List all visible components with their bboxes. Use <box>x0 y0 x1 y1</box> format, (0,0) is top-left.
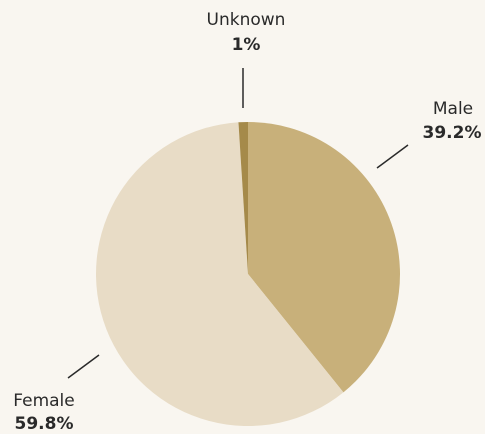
leader-line <box>376 144 409 169</box>
pie-slice <box>248 122 400 393</box>
pie-slice <box>238 122 248 274</box>
slice-label: Unknown <box>207 10 286 30</box>
slice-label: Female <box>13 391 74 411</box>
pie-slice <box>96 122 344 427</box>
slice-value: 1% <box>232 35 261 55</box>
leader-line <box>67 354 100 379</box>
slice-label: Male <box>433 99 473 119</box>
slice-value: 39.2% <box>423 123 482 143</box>
slice-value: 59.8% <box>15 414 74 434</box>
